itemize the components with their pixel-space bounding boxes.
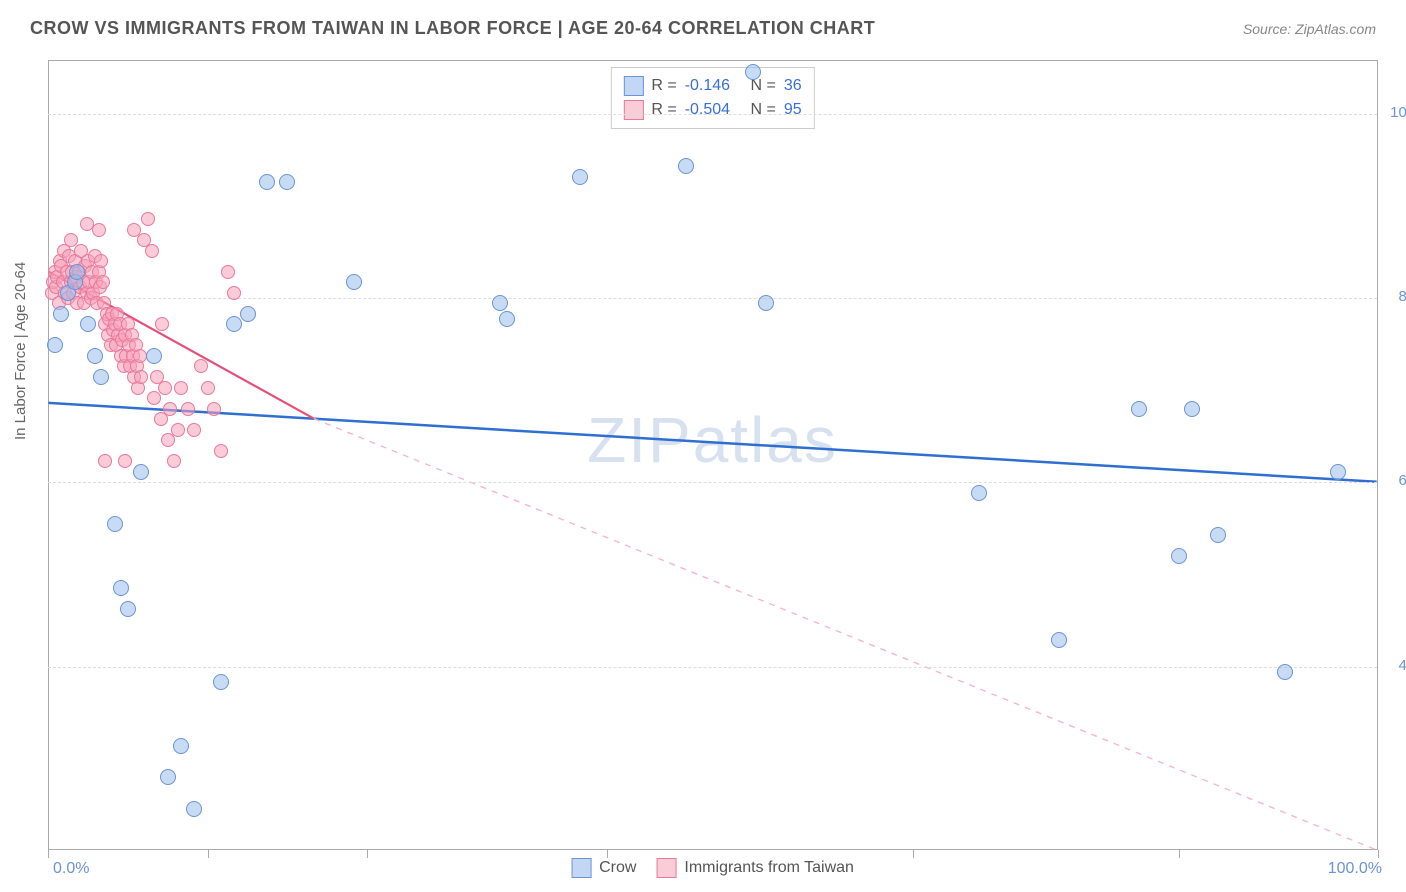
data-point-crow	[346, 274, 362, 290]
data-point-crow	[107, 516, 123, 532]
y-tick-label: 100.0%	[1390, 104, 1406, 121]
data-point-crow	[133, 464, 149, 480]
source-attribution: Source: ZipAtlas.com	[1243, 21, 1376, 37]
y-tick-label: 47.5%	[1398, 657, 1406, 674]
legend-label-crow: Crow	[599, 859, 636, 877]
x-tick	[1378, 850, 1379, 858]
data-point-taiwan	[98, 454, 112, 468]
data-point-crow	[1210, 527, 1226, 543]
data-point-taiwan	[92, 223, 106, 237]
data-point-taiwan	[227, 286, 241, 300]
data-point-crow	[1330, 464, 1346, 480]
data-point-taiwan	[147, 391, 161, 405]
data-point-crow	[259, 174, 275, 190]
data-point-taiwan	[194, 359, 208, 373]
swatch-crow-icon	[571, 858, 591, 878]
x-tick	[913, 850, 914, 858]
data-point-taiwan	[133, 349, 147, 363]
data-point-crow	[93, 369, 109, 385]
scatter-chart-area: ZIPatlas R = -0.146 N = 36 R = -0.504 N …	[48, 60, 1378, 850]
data-point-taiwan	[134, 370, 148, 384]
data-point-crow	[69, 264, 85, 280]
data-point-taiwan	[214, 444, 228, 458]
data-point-taiwan	[207, 402, 221, 416]
chart-title: CROW VS IMMIGRANTS FROM TAIWAN IN LABOR …	[30, 18, 875, 39]
data-point-taiwan	[201, 381, 215, 395]
series-legend: Crow Immigrants from Taiwan	[571, 858, 854, 878]
x-axis-min-label: 0.0%	[53, 860, 89, 878]
y-axis-label: In Labor Force | Age 20-64	[12, 262, 29, 440]
gridline	[48, 298, 1377, 299]
y-tick-label: 65.0%	[1398, 472, 1406, 489]
data-point-taiwan	[141, 212, 155, 226]
data-point-crow	[160, 769, 176, 785]
data-point-crow	[572, 169, 588, 185]
data-point-taiwan	[118, 454, 132, 468]
data-point-crow	[279, 174, 295, 190]
trendline	[314, 419, 1377, 850]
data-point-taiwan	[161, 433, 175, 447]
gridline	[48, 667, 1377, 668]
trendline	[48, 403, 1376, 482]
data-point-crow	[47, 337, 63, 353]
data-point-crow	[87, 348, 103, 364]
x-tick	[48, 850, 49, 858]
data-point-taiwan	[64, 233, 78, 247]
y-tick-label: 82.5%	[1398, 288, 1406, 305]
swatch-taiwan-icon	[656, 858, 676, 878]
legend-item-taiwan: Immigrants from Taiwan	[656, 858, 854, 878]
data-point-crow	[1184, 401, 1200, 417]
data-point-taiwan	[145, 244, 159, 258]
data-point-crow	[226, 316, 242, 332]
data-point-crow	[499, 311, 515, 327]
data-point-taiwan	[187, 423, 201, 437]
data-point-taiwan	[96, 275, 110, 289]
data-point-crow	[1277, 664, 1293, 680]
data-point-taiwan	[171, 423, 185, 437]
data-point-crow	[1171, 548, 1187, 564]
x-tick	[607, 850, 608, 858]
data-point-taiwan	[221, 265, 235, 279]
trendlines-layer	[48, 61, 1377, 850]
data-point-taiwan	[174, 381, 188, 395]
data-point-taiwan	[163, 402, 177, 416]
data-point-crow	[113, 580, 129, 596]
legend-label-taiwan: Immigrants from Taiwan	[684, 859, 854, 877]
data-point-taiwan	[167, 454, 181, 468]
data-point-crow	[186, 801, 202, 817]
data-point-crow	[213, 674, 229, 690]
data-point-crow	[745, 64, 761, 80]
data-point-crow	[120, 601, 136, 617]
data-point-crow	[492, 295, 508, 311]
data-point-crow	[1051, 632, 1067, 648]
data-point-crow	[758, 295, 774, 311]
data-point-crow	[678, 158, 694, 174]
data-point-taiwan	[80, 217, 94, 231]
x-axis-max-label: 100.0%	[1328, 860, 1382, 878]
data-point-taiwan	[158, 381, 172, 395]
data-point-taiwan	[181, 402, 195, 416]
data-point-crow	[53, 306, 69, 322]
data-point-taiwan	[127, 223, 141, 237]
chart-header: CROW VS IMMIGRANTS FROM TAIWAN IN LABOR …	[0, 0, 1406, 49]
gridline	[48, 114, 1377, 115]
data-point-crow	[80, 316, 96, 332]
data-point-crow	[971, 485, 987, 501]
data-point-crow	[1131, 401, 1147, 417]
data-point-taiwan	[155, 317, 169, 331]
data-point-crow	[146, 348, 162, 364]
gridline	[48, 482, 1377, 483]
legend-item-crow: Crow	[571, 858, 636, 878]
x-tick	[1179, 850, 1180, 858]
x-tick	[367, 850, 368, 858]
data-point-crow	[173, 738, 189, 754]
data-point-taiwan	[94, 254, 108, 268]
data-point-crow	[240, 306, 256, 322]
x-tick	[208, 850, 209, 858]
